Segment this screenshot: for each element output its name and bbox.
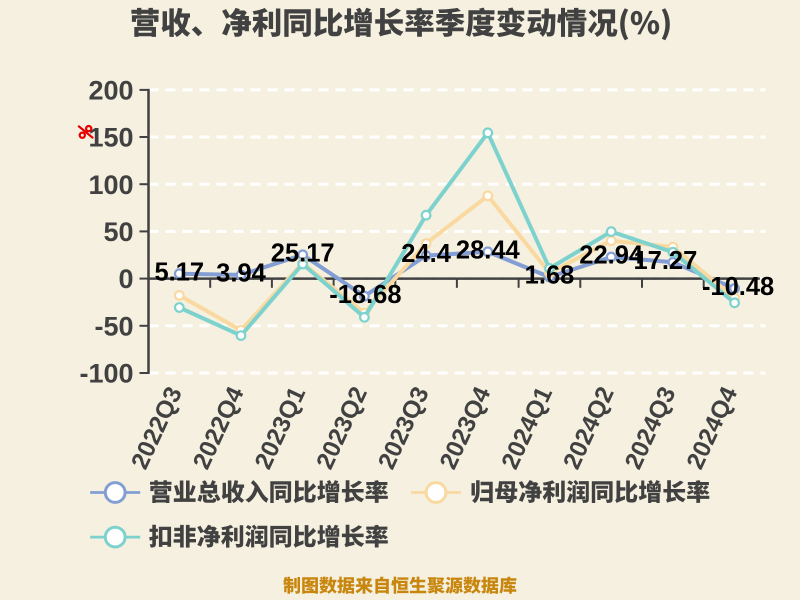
svg-text:3.94: 3.94 bbox=[216, 260, 266, 288]
svg-text:100: 100 bbox=[88, 170, 133, 200]
svg-text:22.94: 22.94 bbox=[579, 242, 644, 270]
svg-text:-50: -50 bbox=[94, 311, 133, 341]
svg-text:0: 0 bbox=[118, 264, 133, 294]
svg-text:50: 50 bbox=[103, 217, 133, 247]
svg-text:-100: -100 bbox=[79, 359, 133, 389]
svg-text:-10.48: -10.48 bbox=[702, 273, 774, 301]
svg-text:24.4: 24.4 bbox=[401, 240, 451, 268]
svg-text:25.17: 25.17 bbox=[271, 239, 335, 267]
svg-text:1.68: 1.68 bbox=[525, 262, 575, 290]
svg-text:150: 150 bbox=[88, 123, 133, 153]
svg-text:28.44: 28.44 bbox=[456, 236, 521, 264]
svg-text:200: 200 bbox=[88, 76, 133, 106]
svg-text:-18.68: -18.68 bbox=[329, 281, 401, 309]
svg-text:17.27: 17.27 bbox=[633, 247, 697, 275]
svg-text:5.17: 5.17 bbox=[154, 258, 204, 286]
